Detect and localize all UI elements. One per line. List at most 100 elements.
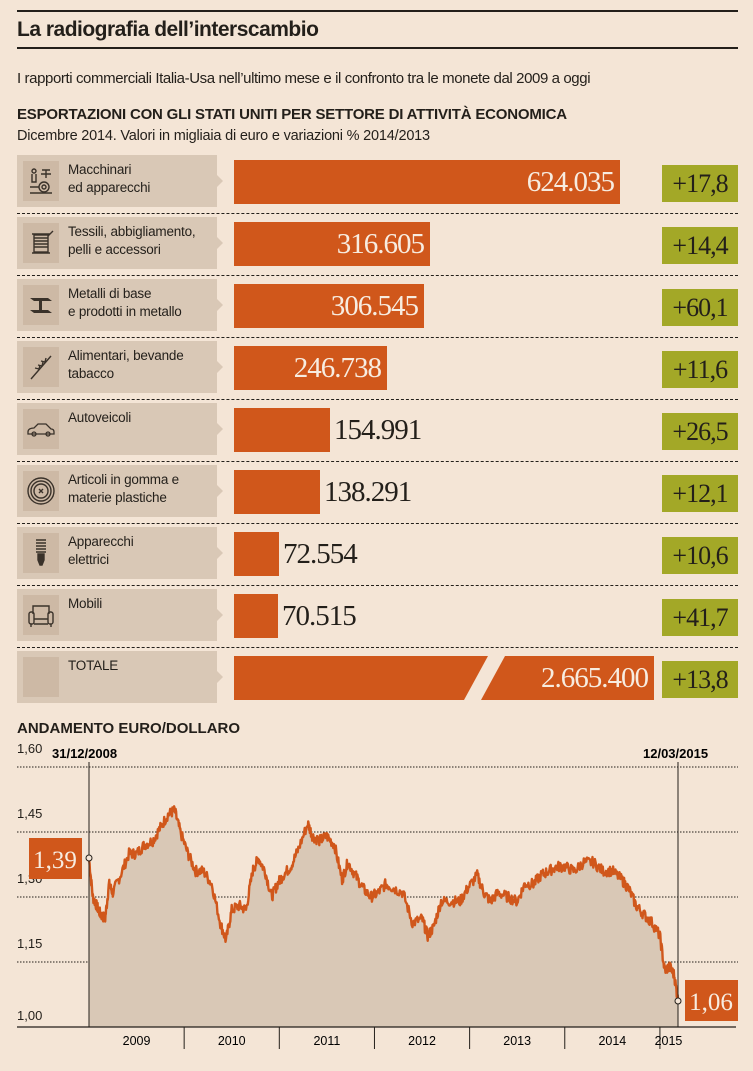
x-tick-label: 2012 — [408, 1034, 436, 1048]
series-line — [87, 805, 680, 1002]
table-row: Apparecchi elettrici 72.554 +10,6 — [0, 527, 753, 589]
sector-label-box: Tessili, abbigliamento, pelli e accessor… — [17, 217, 223, 269]
row-divider — [17, 399, 738, 400]
start-value-badge — [29, 838, 82, 879]
sector-label-box: Alimentari, bevande tabacco — [17, 341, 223, 393]
bar-value: 70.515 — [282, 600, 357, 632]
table-row: Metalli di base e prodotti in metallo 306… — [0, 279, 753, 341]
total-value: 2.665.400 — [541, 662, 649, 694]
value-bar — [234, 594, 278, 638]
sector-label: Mobili — [68, 596, 103, 611]
change-badge: +41,7 — [662, 599, 738, 636]
sector-label: Macchinari ed apparecchi — [68, 162, 151, 195]
value-bar — [234, 470, 320, 514]
x-tick-label: 2013 — [503, 1034, 531, 1048]
start-date-label: 31/12/2008 — [52, 746, 117, 761]
table-row: Tessili, abbigliamento, pelli e accessor… — [0, 217, 753, 279]
end-point — [674, 997, 682, 1005]
steel-beam-icon — [23, 285, 59, 325]
change-badge: +11,6 — [662, 351, 738, 388]
chart-title: ANDAMENTO EURO/DOLLARO — [17, 720, 241, 737]
sector-label-box: Macchinari ed apparecchi — [17, 155, 223, 207]
series-area — [89, 806, 678, 1027]
total-bar-left — [234, 656, 488, 700]
sector-label-box: Articoli in gomma e materie plastiche — [17, 465, 223, 517]
bar-value: 624.035 — [526, 166, 615, 198]
bar-value: 246.738 — [293, 352, 382, 384]
x-tick-label: 2015 — [655, 1034, 683, 1048]
change-badge: +60,1 — [662, 289, 738, 326]
x-tick-label: 2010 — [218, 1034, 246, 1048]
y-tick-label: 1,00 — [17, 1008, 42, 1023]
row-divider — [17, 337, 738, 338]
x-tick-label: 2014 — [598, 1034, 626, 1048]
change-badge: +17,8 — [662, 165, 738, 202]
sector-label: Metalli di base e prodotti in metallo — [68, 286, 182, 319]
row-divider — [17, 585, 738, 586]
table-row: Mobili 70.515 +41,7 — [0, 589, 753, 651]
sector-label-box: Mobili — [17, 589, 223, 641]
row-divider — [17, 275, 738, 276]
top-rule — [17, 10, 738, 12]
sector-label-box: Metalli di base e prodotti in metallo — [17, 279, 223, 331]
bar-value: 316.605 — [336, 228, 425, 260]
bar-value: 72.554 — [283, 538, 358, 570]
sector-label: Alimentari, bevande tabacco — [68, 348, 184, 381]
bar-value: 154.991 — [334, 414, 422, 446]
change-badge: +12,1 — [662, 475, 738, 512]
value-bar — [234, 408, 330, 452]
row-divider — [17, 213, 738, 214]
x-tick-label: 2011 — [313, 1034, 340, 1048]
value-bar — [234, 532, 279, 576]
value-bar — [234, 346, 387, 390]
title-rule — [17, 47, 738, 49]
machinery-icon — [23, 161, 59, 201]
y-tick-label: 1,60 — [17, 741, 42, 756]
end-date-label: 12/03/2015 — [643, 746, 708, 761]
x-tick-label: 2009 — [123, 1034, 151, 1048]
table-row: Alimentari, bevande tabacco 246.738 +11,6 — [0, 341, 753, 403]
armchair-icon — [23, 595, 59, 635]
car-icon — [23, 409, 59, 449]
light-bulb-icon — [23, 533, 59, 573]
sector-label-box: Apparecchi elettrici — [17, 527, 223, 579]
sector-label-box: TOTALE — [17, 651, 223, 703]
start-value-label: 1,39 — [33, 847, 77, 874]
change-badge: +13,8 — [662, 661, 738, 698]
sector-label: Apparecchi elettrici — [68, 534, 134, 567]
sector-label: Articoli in gomma e materie plastiche — [68, 472, 179, 505]
row-divider — [17, 523, 738, 524]
sector-label: Autoveicoli — [68, 410, 132, 425]
exports-subtitle: Dicembre 2014. Valori in migliaia di eur… — [17, 128, 430, 144]
table-row: Articoli in gomma e materie plastiche 138… — [0, 465, 753, 527]
table-row: Macchinari ed apparecchi 624.035 +17,8 — [0, 155, 753, 217]
total-bar-right — [481, 656, 654, 700]
value-bar — [234, 284, 424, 328]
sector-label: TOTALE — [68, 658, 119, 673]
wheat-icon — [23, 347, 59, 387]
exports-title: ESPORTAZIONI CON GLI STATI UNITI PER SET… — [17, 106, 567, 123]
y-tick-label: 1,45 — [17, 806, 42, 821]
row-divider — [17, 647, 738, 648]
table-row: Autoveicoli 154.991 +26,5 — [0, 403, 753, 465]
value-bar — [234, 222, 430, 266]
tire-icon — [23, 471, 59, 511]
end-value-label: 1,06 — [689, 989, 733, 1016]
row-divider — [17, 461, 738, 462]
sector-label: Tessili, abbigliamento, pelli e accessor… — [68, 224, 196, 257]
bar-value: 138.291 — [324, 476, 412, 508]
thread-spool-icon — [23, 223, 59, 263]
change-badge: +10,6 — [662, 537, 738, 574]
sector-label-box: Autoveicoli — [17, 403, 223, 455]
blank-icon — [23, 657, 59, 697]
change-badge: +26,5 — [662, 413, 738, 450]
total-row: TOTALE 2.665.400 +13,8 — [0, 651, 753, 713]
page-subtitle: I rapporti commerciali Italia-Usa nell’u… — [17, 70, 591, 87]
start-point — [85, 854, 93, 862]
change-badge: +14,4 — [662, 227, 738, 264]
total-bar — [234, 656, 654, 700]
y-tick-label: 1,15 — [17, 936, 42, 951]
value-bar — [234, 160, 620, 204]
